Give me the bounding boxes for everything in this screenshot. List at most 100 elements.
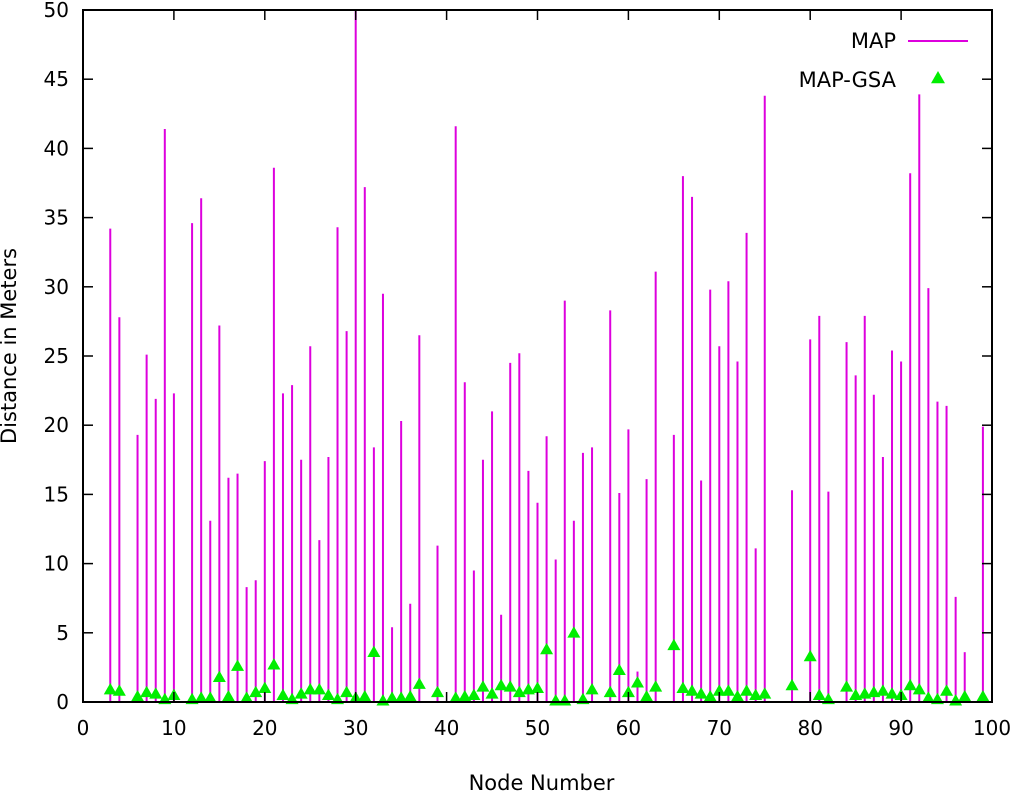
map-gsa-point bbox=[612, 663, 626, 676]
legend: MAP MAP-GSA bbox=[799, 29, 968, 92]
map-gsa-point bbox=[912, 683, 926, 695]
x-tick-label: 70 bbox=[707, 716, 732, 740]
map-gsa-point bbox=[940, 684, 954, 696]
x-tick-label: 0 bbox=[77, 716, 90, 740]
x-axis-label: Node Number bbox=[469, 771, 615, 795]
legend-label-map-gsa: MAP-GSA bbox=[799, 68, 897, 92]
map-gsa-point bbox=[494, 678, 508, 691]
map-gsa-point bbox=[640, 689, 654, 702]
y-tick-label: 15 bbox=[44, 482, 69, 506]
map-gsa-point bbox=[885, 687, 899, 699]
map-gsa-point bbox=[449, 691, 463, 703]
map-gsa-point bbox=[258, 681, 272, 694]
map-gsa-point bbox=[240, 691, 254, 703]
map-gsa-point bbox=[803, 649, 817, 662]
map-gsa-point bbox=[276, 688, 290, 700]
map-gsa-point bbox=[694, 687, 708, 699]
map-gsa-point bbox=[103, 683, 117, 695]
y-tick-label: 35 bbox=[44, 206, 69, 230]
map-gsa-point bbox=[676, 681, 690, 694]
x-tick-label: 40 bbox=[434, 716, 459, 740]
map-gsa-point bbox=[458, 689, 472, 702]
map-gsa-point bbox=[649, 680, 663, 692]
map-gsa-point bbox=[531, 681, 544, 694]
y-tick-label: 40 bbox=[44, 136, 69, 160]
map-gsa-point bbox=[867, 685, 881, 698]
map-gsa-point bbox=[958, 689, 972, 702]
y-tick-label: 25 bbox=[44, 344, 69, 368]
y-tick-label: 50 bbox=[44, 0, 69, 22]
map-gsa-point bbox=[521, 683, 535, 695]
map-gsa-point bbox=[603, 685, 617, 698]
map-gsa-point bbox=[249, 685, 263, 698]
map-gsa-point bbox=[303, 683, 317, 695]
map-gsa-point bbox=[976, 689, 990, 702]
legend-swatch-map-gsa bbox=[931, 71, 945, 84]
axis-ticks-group: 0 10 20 30 40 50 60 70 80 90 100 0 5 10 15 20 25 30 35 40 45… bbox=[44, 0, 1011, 740]
map-gsa-point bbox=[149, 687, 163, 699]
map-gsa-point bbox=[394, 691, 408, 703]
map-gsa-point bbox=[712, 684, 726, 696]
x-tick-label: 80 bbox=[797, 716, 822, 740]
map-gsa-point bbox=[876, 684, 890, 696]
map-gsa-point bbox=[630, 676, 644, 688]
y-tick-label: 0 bbox=[56, 690, 69, 714]
map-gsa-point bbox=[903, 678, 917, 691]
map-gsa-point bbox=[403, 689, 417, 702]
map-gsa-point bbox=[476, 680, 490, 692]
map-gsa-point bbox=[131, 689, 145, 702]
map-gsa-point bbox=[140, 685, 154, 698]
map-gsa-point bbox=[203, 691, 217, 703]
map-gsa-point bbox=[367, 645, 381, 658]
x-tick-label: 90 bbox=[888, 716, 913, 740]
map-gsa-point bbox=[740, 684, 754, 696]
map-gsa-point bbox=[540, 642, 554, 655]
map-gsa-point bbox=[412, 677, 426, 689]
y-tick-label: 5 bbox=[56, 621, 69, 645]
map-gsa-point bbox=[721, 684, 735, 696]
y-tick-label: 45 bbox=[44, 67, 69, 91]
map-gsa-point bbox=[858, 687, 872, 699]
x-tick-label: 10 bbox=[161, 716, 186, 740]
map-gsa-point bbox=[685, 684, 699, 696]
map-gsa-point bbox=[340, 685, 354, 698]
y-tick-label: 20 bbox=[44, 413, 69, 437]
x-tick-label: 50 bbox=[525, 716, 550, 740]
map-gsa-point bbox=[730, 689, 744, 702]
map-gsa-point bbox=[385, 691, 399, 703]
map-gsa-point bbox=[840, 680, 854, 692]
map-gsa-point bbox=[431, 685, 445, 698]
map-gsa-point bbox=[621, 685, 635, 698]
map-gsa-point bbox=[485, 687, 499, 699]
map-gsa-point bbox=[221, 689, 235, 702]
legend-label-map: MAP bbox=[851, 29, 896, 53]
map-gsa-point bbox=[267, 658, 281, 670]
map-gsa-point bbox=[294, 687, 308, 699]
map-gsa-point bbox=[849, 688, 863, 700]
x-tick-label: 60 bbox=[616, 716, 641, 740]
map-gsa-point bbox=[194, 691, 208, 703]
map-gsa-point bbox=[585, 683, 599, 695]
map-gsa-point bbox=[112, 684, 126, 696]
map-gsa-point bbox=[212, 670, 226, 682]
map-gsa-point bbox=[785, 678, 799, 691]
map-gsa-point bbox=[558, 694, 572, 706]
y-axis-label: Distance in Meters bbox=[0, 248, 21, 444]
map-gsa-point bbox=[758, 687, 772, 699]
x-tick-label: 100 bbox=[973, 716, 1011, 740]
y-tick-label: 30 bbox=[44, 275, 69, 299]
map-series-group bbox=[109, 10, 984, 702]
map-gsa-point bbox=[567, 626, 581, 638]
map-gsa-point bbox=[467, 688, 481, 700]
map-gsa-point bbox=[321, 688, 335, 700]
map-gsa-point bbox=[749, 688, 763, 700]
map-gsa-point bbox=[667, 638, 681, 651]
map-gsa-point bbox=[503, 680, 517, 692]
map-gsa-point bbox=[921, 691, 935, 703]
map-gsa-point bbox=[703, 689, 717, 702]
x-tick-label: 20 bbox=[252, 716, 277, 740]
x-tick-label: 30 bbox=[343, 716, 368, 740]
map-gsa-point bbox=[231, 659, 245, 671]
